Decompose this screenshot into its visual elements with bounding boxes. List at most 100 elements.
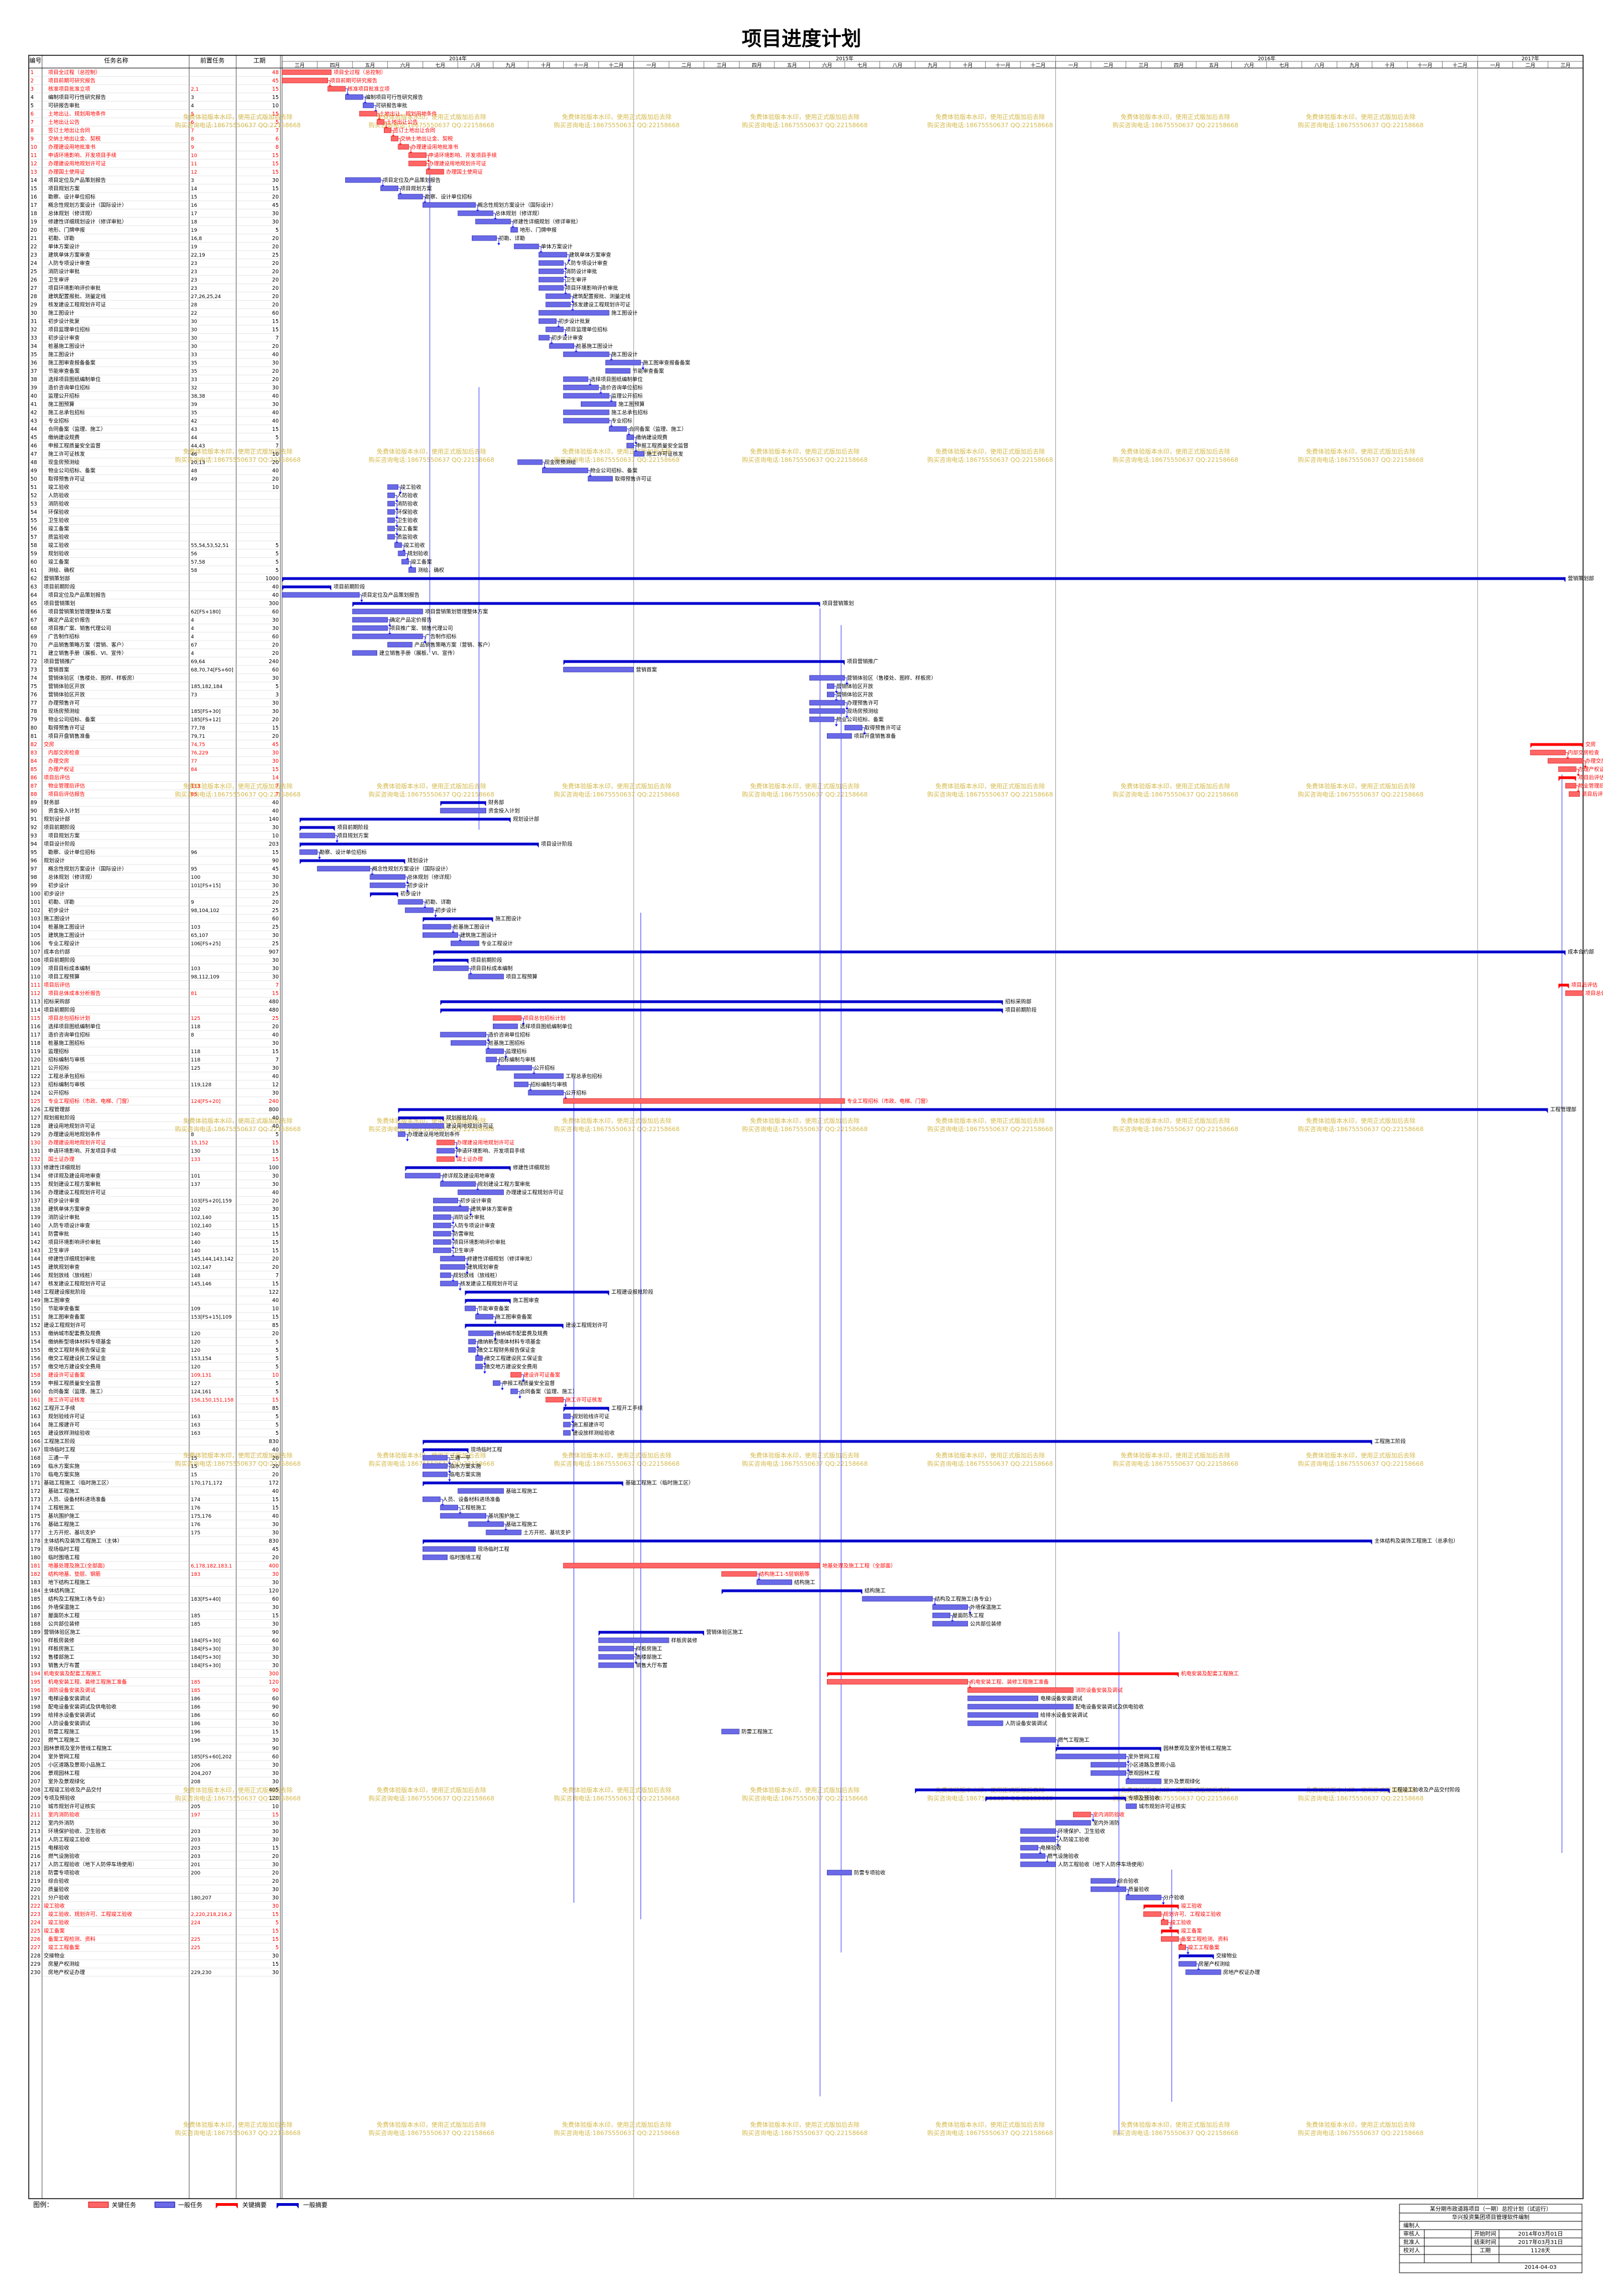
watermark-line1: 免费体验版本水印，使用正式版加后去除 xyxy=(183,113,293,121)
row-name: 公共部位装修 xyxy=(48,1621,80,1627)
row-name: 建筑单体方案审查 xyxy=(48,252,91,258)
row-id: 49 xyxy=(30,468,37,474)
row-name: 财务部 xyxy=(44,799,60,806)
task-label: 给排水设备安装调试 xyxy=(1040,1712,1088,1719)
row-name: 室外及景观绿化 xyxy=(48,1778,85,1785)
row-predecessors: 196 xyxy=(191,1730,200,1735)
task-label: 房屋产权测绘 xyxy=(1199,1961,1231,1967)
task-bar xyxy=(433,1206,469,1212)
row-predecessors: 185[FS+30] xyxy=(191,709,221,715)
task-label: 初步设计审查 xyxy=(460,1198,492,1204)
row-name: 给排水设备安装调试 xyxy=(48,1712,96,1719)
task-label: 燃气设施验收 xyxy=(1047,1853,1079,1860)
year-label: 2016年 xyxy=(1258,55,1276,62)
task-label: 广告制作招标 xyxy=(425,633,457,640)
row-id: 165 xyxy=(30,1430,40,1436)
task-label: 办理建设用地规划条件 xyxy=(407,1131,460,1138)
row-id: 140 xyxy=(30,1223,40,1229)
row-id: 67 xyxy=(30,617,37,623)
task-label: 售楼部施工 xyxy=(636,1654,663,1660)
task-label: 项目工程预算 xyxy=(506,973,537,980)
task-bar xyxy=(362,102,374,108)
row-duration: 20 xyxy=(272,1878,279,1884)
task-bar xyxy=(598,1662,634,1668)
summary-bar xyxy=(282,577,1566,580)
row-duration: 30 xyxy=(272,1090,279,1096)
watermark-line1: 免费体验版本水印，使用正式版加后去除 xyxy=(1121,447,1230,455)
watermark-line1: 免费体验版本水印，使用正式版加后去除 xyxy=(1306,782,1415,790)
row-name: 现金房预测绘 xyxy=(48,459,80,466)
month-label: 三月 xyxy=(717,63,727,69)
task-bar xyxy=(1160,1936,1179,1942)
row-name: 基础工程施工 xyxy=(48,1521,80,1528)
row-duration: 20 xyxy=(272,1555,279,1561)
task-label: 项目前期阶段 xyxy=(334,584,366,590)
dependency-link xyxy=(457,935,461,942)
dependency-arrow xyxy=(395,508,398,511)
summary-cap-left xyxy=(1178,1954,1183,1960)
row-id: 139 xyxy=(30,1215,40,1221)
task-label: 项目总包招标计划 xyxy=(523,1015,565,1022)
row-duration: 5 xyxy=(275,1132,279,1138)
row-name: 防雷工程施工 xyxy=(48,1728,80,1735)
task-bar xyxy=(377,119,384,125)
row-predecessors: 2,220,218,216,2 xyxy=(191,1912,232,1918)
row-id: 15 xyxy=(30,186,37,192)
row-duration: 40 xyxy=(272,468,279,474)
row-id: 160 xyxy=(30,1389,40,1395)
row-id: 63 xyxy=(30,584,37,590)
task-bar xyxy=(440,1032,486,1038)
row-name: 样板房施工 xyxy=(48,1646,75,1652)
task-bar xyxy=(457,1189,504,1195)
row-name: 取得预售许可证 xyxy=(48,476,85,482)
row-predecessors: 224 xyxy=(191,1920,200,1926)
row-duration: 90 xyxy=(272,1746,279,1752)
task-label: 消防设备安装及调试 xyxy=(1075,1687,1123,1694)
task-label: 项目规划方案 xyxy=(337,832,369,839)
row-id: 69 xyxy=(30,634,37,640)
dependency-link xyxy=(633,1657,637,1664)
watermark-line1: 免费体验版本水印，使用正式版加后去除 xyxy=(1306,447,1415,455)
row-duration: 5 xyxy=(275,559,279,565)
dependency-arrow xyxy=(318,857,321,860)
row-id: 13 xyxy=(30,169,37,175)
dependency-arrow xyxy=(427,160,430,163)
dependency-link xyxy=(433,910,436,917)
dependency-link xyxy=(528,1084,531,1091)
task-label: 人员、设备材料进场准备 xyxy=(443,1496,501,1503)
row-id: 170 xyxy=(30,1472,40,1478)
task-label: 办理建设用地规划许可证 xyxy=(429,160,487,167)
row-duration: 30 xyxy=(272,974,279,980)
row-name: 申报工程质量安全监督 xyxy=(48,442,101,449)
row-id: 132 xyxy=(30,1157,40,1163)
dependency-link xyxy=(359,595,362,602)
task-label: 专项及预验收 xyxy=(1128,1795,1160,1802)
task-label: 财务部 xyxy=(488,799,504,806)
dependency-link xyxy=(563,271,566,278)
row-duration: 20 xyxy=(272,899,279,905)
row-name: 施工许可证核发 xyxy=(48,451,85,457)
dependency-link xyxy=(398,138,401,145)
row-name: 项目环境影响评价审批 xyxy=(48,1239,101,1246)
row-id: 156 xyxy=(30,1356,40,1362)
row-predecessors: 4 xyxy=(191,626,194,632)
task-label: 项目前期可研究报告 xyxy=(330,77,378,84)
summary-bar xyxy=(598,1631,704,1634)
row-id: 188 xyxy=(30,1621,40,1627)
watermark-line2: 购买咨询电话:18675550637 QQ:22158668 xyxy=(175,1460,300,1467)
row-name: 缴交工程建设民工保证金 xyxy=(48,1355,106,1362)
dependency-link xyxy=(465,1258,467,1266)
task-label: 项目推广案、销售代理公司 xyxy=(390,625,453,632)
month-label: 十月 xyxy=(1385,62,1394,69)
row-duration: 30 xyxy=(272,1173,279,1179)
watermark-line2: 购买咨询电话:18675550637 QQ:22158668 xyxy=(742,1460,867,1467)
row-id: 74 xyxy=(30,675,37,681)
task-bar xyxy=(282,592,360,598)
summary-cap-left xyxy=(398,1108,402,1113)
row-duration: 15 xyxy=(272,1497,279,1503)
task-label: 专业招标 xyxy=(611,418,633,424)
row-name: 项目全过程（总控制） xyxy=(48,69,101,76)
row-name: 测绘、确权 xyxy=(48,567,75,574)
summary-cap-left xyxy=(433,959,438,964)
row-duration: 15 xyxy=(272,1281,279,1287)
